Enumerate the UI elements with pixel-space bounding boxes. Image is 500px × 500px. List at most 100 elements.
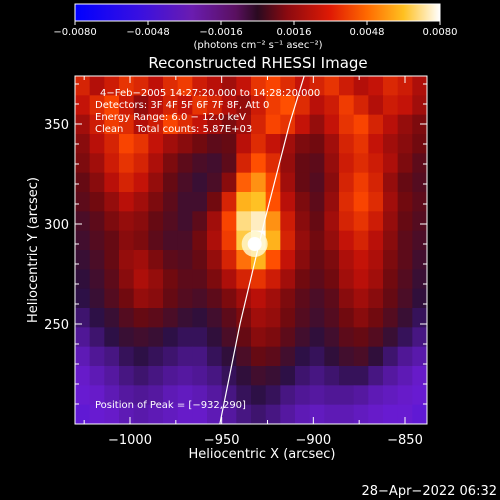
heatmap-cell bbox=[324, 404, 340, 424]
footer-timestamp: 28−Apr−2022 06:32 bbox=[362, 484, 498, 499]
heatmap-cell bbox=[207, 114, 223, 135]
heatmap-cell bbox=[221, 153, 237, 174]
heatmap-cell bbox=[221, 385, 237, 406]
heatmap-cell bbox=[368, 327, 384, 348]
colorbar-tick-label: 0.0016 bbox=[277, 27, 312, 38]
heatmap-cell bbox=[192, 346, 208, 367]
x-tick-label: −850 bbox=[387, 433, 423, 448]
heatmap-cell bbox=[353, 114, 369, 135]
heatmap-cell bbox=[368, 114, 384, 135]
heatmap-cell bbox=[251, 346, 267, 367]
heatmap-cell bbox=[192, 230, 208, 251]
heatmap-cell bbox=[295, 327, 311, 348]
heatmap-cell bbox=[163, 308, 179, 328]
heatmap-cell bbox=[397, 153, 413, 174]
heatmap-cell bbox=[163, 192, 179, 212]
heatmap-cell bbox=[412, 288, 427, 309]
heatmap-cell bbox=[295, 114, 311, 135]
heatmap-cell bbox=[236, 114, 252, 135]
heatmap-cell bbox=[192, 366, 208, 386]
heatmap-cell bbox=[177, 134, 193, 154]
heatmap-cell bbox=[295, 385, 311, 406]
heatmap-cell bbox=[104, 327, 120, 348]
heatmap-cell bbox=[236, 134, 252, 154]
heatmap-cell bbox=[221, 134, 237, 154]
heatmap-cell bbox=[412, 95, 427, 116]
heatmap-cell bbox=[177, 385, 193, 406]
heatmap-cell bbox=[280, 346, 296, 367]
heatmap-cell bbox=[324, 172, 340, 193]
heatmap-cell bbox=[280, 134, 296, 154]
heatmap-cell bbox=[412, 76, 427, 96]
heatmap-cell bbox=[412, 404, 427, 424]
heatmap-cell bbox=[119, 346, 135, 367]
heatmap-cell bbox=[192, 76, 208, 96]
heatmap-cell bbox=[309, 114, 325, 135]
heatmap-cell bbox=[104, 346, 120, 367]
heatmap-cell bbox=[221, 308, 237, 328]
heatmap-cell bbox=[353, 269, 369, 290]
heatmap-cell bbox=[383, 308, 399, 328]
heatmap-cell bbox=[177, 76, 193, 96]
y-tick-label: 300 bbox=[44, 218, 69, 233]
heatmap-cell bbox=[280, 269, 296, 290]
heatmap-cell bbox=[309, 192, 325, 212]
heatmap-cell bbox=[236, 269, 252, 290]
heatmap-cell bbox=[280, 153, 296, 174]
heatmap-cell bbox=[295, 153, 311, 174]
heatmap-cell bbox=[104, 211, 120, 232]
heatmap-cell bbox=[207, 153, 223, 174]
heatmap-cell bbox=[397, 308, 413, 328]
heatmap-cell bbox=[295, 172, 311, 193]
heatmap-cell bbox=[383, 288, 399, 309]
heatmap-cell bbox=[280, 95, 296, 116]
heatmap-cell bbox=[221, 114, 237, 135]
heatmap-cell bbox=[119, 114, 135, 135]
heatmap-cell bbox=[353, 172, 369, 193]
heatmap-cell bbox=[353, 288, 369, 309]
heatmap-cell bbox=[265, 95, 281, 116]
heatmap-cell bbox=[221, 327, 237, 348]
heatmap-cell bbox=[368, 250, 384, 270]
heatmap-cell bbox=[148, 385, 164, 406]
heatmap-cell bbox=[397, 211, 413, 232]
heatmap-cell bbox=[221, 211, 237, 232]
heatmap-cell bbox=[207, 211, 223, 232]
heatmap-cell bbox=[412, 192, 427, 212]
heatmap-cell bbox=[397, 366, 413, 386]
heatmap-cell bbox=[207, 308, 223, 328]
heatmap-cell bbox=[75, 308, 91, 328]
heatmap-cell bbox=[368, 192, 384, 212]
heatmap-cell bbox=[221, 288, 237, 309]
heatmap-cell bbox=[104, 114, 120, 135]
heatmap-cell bbox=[397, 404, 413, 424]
heatmap-cell bbox=[412, 366, 427, 386]
heatmap-cell bbox=[119, 288, 135, 309]
heatmap-cell bbox=[324, 192, 340, 212]
heatmap-cell bbox=[207, 95, 223, 116]
heatmap-cell bbox=[339, 346, 355, 367]
heatmap-cell bbox=[324, 308, 340, 328]
heatmap-cell bbox=[104, 153, 120, 174]
heatmap-cell bbox=[119, 327, 135, 348]
heatmap-cell bbox=[397, 134, 413, 154]
heatmap-cell bbox=[89, 172, 105, 193]
heatmap-cell bbox=[177, 288, 193, 309]
heatmap-cell bbox=[89, 250, 105, 270]
heatmap-cell bbox=[309, 211, 325, 232]
heatmap-cell bbox=[251, 269, 267, 290]
heatmap-cell bbox=[207, 192, 223, 212]
heatmap-cell bbox=[177, 327, 193, 348]
heatmap-cell bbox=[309, 404, 325, 424]
heatmap-cell bbox=[368, 172, 384, 193]
heatmap-cell bbox=[383, 385, 399, 406]
y-axis-label: Heliocentric Y (arcsec) bbox=[26, 177, 41, 323]
heatmap-cell bbox=[397, 327, 413, 348]
heatmap-cell bbox=[309, 134, 325, 154]
heatmap-cell bbox=[412, 308, 427, 328]
heatmap-cell bbox=[339, 308, 355, 328]
heatmap-cell bbox=[192, 211, 208, 232]
heatmap-cell bbox=[339, 153, 355, 174]
heatmap-cell bbox=[104, 250, 120, 270]
